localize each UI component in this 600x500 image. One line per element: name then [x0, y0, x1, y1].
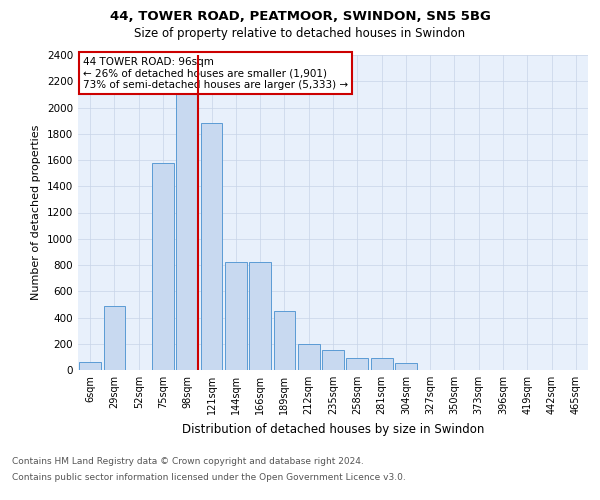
Text: 44 TOWER ROAD: 96sqm
← 26% of detached houses are smaller (1,901)
73% of semi-de: 44 TOWER ROAD: 96sqm ← 26% of detached h…	[83, 56, 348, 90]
Bar	[200, 123, 223, 370]
Text: Contains public sector information licensed under the Open Government Licence v3: Contains public sector information licen…	[12, 472, 406, 482]
Bar	[176, 82, 198, 370]
Bar	[346, 358, 368, 370]
Bar	[371, 358, 392, 370]
Bar	[225, 262, 247, 370]
Bar	[298, 344, 320, 370]
Bar	[104, 306, 125, 370]
X-axis label: Distribution of detached houses by size in Swindon: Distribution of detached houses by size …	[182, 422, 484, 436]
Bar	[152, 162, 174, 370]
Bar	[249, 262, 271, 370]
Text: 44, TOWER ROAD, PEATMOOR, SWINDON, SN5 5BG: 44, TOWER ROAD, PEATMOOR, SWINDON, SN5 5…	[110, 10, 490, 23]
Bar	[322, 350, 344, 370]
Bar	[395, 364, 417, 370]
Text: Contains HM Land Registry data © Crown copyright and database right 2024.: Contains HM Land Registry data © Crown c…	[12, 458, 364, 466]
Bar	[79, 362, 101, 370]
Bar	[274, 311, 295, 370]
Y-axis label: Number of detached properties: Number of detached properties	[31, 125, 41, 300]
Text: Size of property relative to detached houses in Swindon: Size of property relative to detached ho…	[134, 28, 466, 40]
